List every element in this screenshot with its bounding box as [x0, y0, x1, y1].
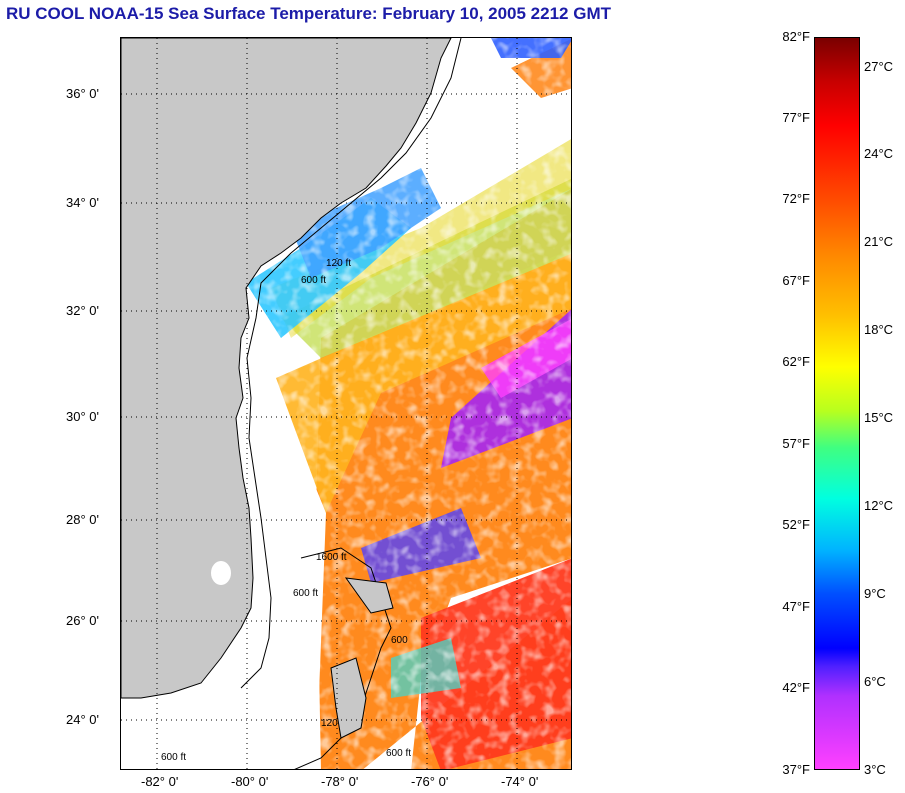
- lat-label: 36° 0': [66, 86, 99, 101]
- celsius-label: 9°C: [864, 586, 886, 601]
- lake: [211, 561, 231, 585]
- fahrenheit-label: 62°F: [782, 354, 810, 369]
- bahamas-contour: [294, 547, 392, 769]
- contour-label: 600 ft: [293, 588, 318, 599]
- fahrenheit-label: 82°F: [782, 29, 810, 44]
- lat-label: 24° 0': [66, 712, 99, 727]
- contour-label: 120 ft: [326, 258, 351, 269]
- celsius-label: 21°C: [864, 234, 894, 249]
- celsius-label: 6°C: [864, 674, 886, 689]
- lat-label: 34° 0': [66, 195, 99, 210]
- celsius-label: 12°C: [864, 498, 894, 513]
- lat-label: 26° 0': [66, 613, 99, 628]
- temperature-colorbar: [814, 37, 860, 770]
- lon-label: -74° 0': [501, 774, 539, 789]
- bahamas-island: [330, 657, 367, 739]
- fahrenheit-label: 57°F: [782, 436, 810, 451]
- bahamas-island: [344, 577, 394, 614]
- land-mass: [121, 38, 452, 699]
- contour-label: 600 ft: [301, 275, 326, 286]
- celsius-label: 15°C: [864, 410, 894, 425]
- fahrenheit-label: 77°F: [782, 110, 810, 125]
- lon-label: -80° 0': [231, 774, 269, 789]
- map-title: RU COOL NOAA-15 Sea Surface Temperature:…: [6, 4, 611, 23]
- celsius-label: 24°C: [864, 146, 894, 161]
- lat-label: 28° 0': [66, 512, 99, 527]
- fahrenheit-label: 72°F: [782, 191, 810, 206]
- lat-label: 30° 0': [66, 409, 99, 424]
- lon-label: -78° 0': [321, 774, 359, 789]
- contour-label: 600: [391, 635, 408, 646]
- fahrenheit-label: 67°F: [782, 273, 810, 288]
- fahrenheit-label: 42°F: [782, 680, 810, 695]
- contour-label: 600 ft: [386, 748, 411, 759]
- contour-label: 600 ft: [161, 752, 186, 763]
- contour-label: 120: [321, 718, 338, 729]
- sst-map: 600 ft 120 ft 1600 ft 600 ft 600 120 600…: [120, 37, 572, 770]
- lon-label: -82° 0': [141, 774, 179, 789]
- shelf-contour: [240, 38, 462, 689]
- fahrenheit-label: 47°F: [782, 599, 810, 614]
- celsius-label: 18°C: [864, 322, 894, 337]
- fahrenheit-label: 52°F: [782, 517, 810, 532]
- map-grid: [121, 38, 571, 769]
- fahrenheit-label: 37°F: [782, 762, 810, 777]
- celsius-label: 3°C: [864, 762, 886, 777]
- contour-label: 1600 ft: [316, 552, 347, 563]
- lat-label: 32° 0': [66, 303, 99, 318]
- lon-label: -76° 0': [411, 774, 449, 789]
- celsius-label: 27°C: [864, 59, 894, 74]
